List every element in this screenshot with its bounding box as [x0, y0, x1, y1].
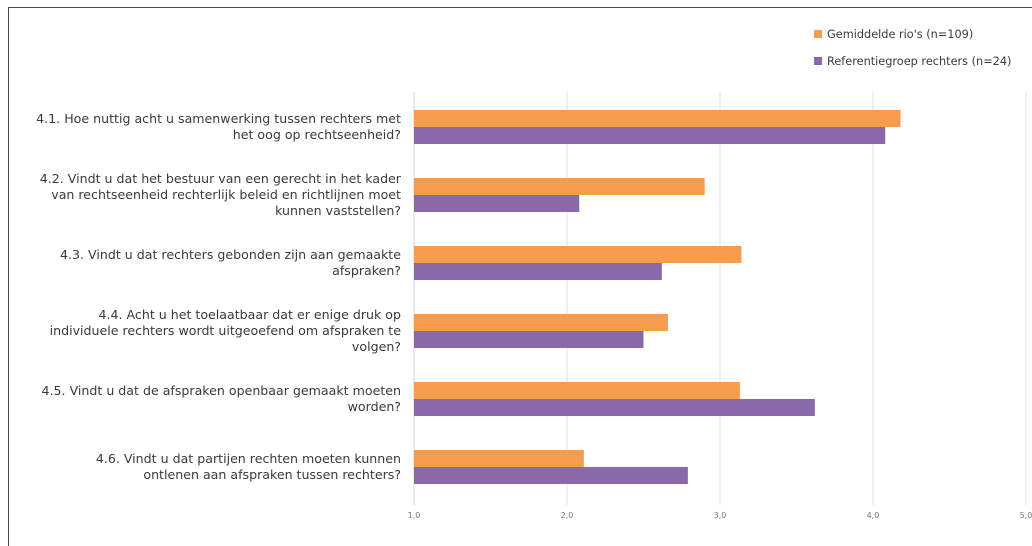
bar-referentiegroep: [414, 399, 815, 416]
category-label: 4.6. Vindt u dat partijen rechten moeten…: [96, 451, 401, 466]
legend-swatch: [814, 57, 822, 65]
category-label: individuele rechters wordt uitgeoefend o…: [50, 323, 402, 338]
x-tick-label: 2,0: [561, 511, 574, 520]
category-label: kunnen vaststellen?: [275, 203, 401, 218]
category-label: van rechtseenheid rechterlijk beleid en …: [51, 187, 401, 202]
bar-gemiddelde: [414, 178, 705, 195]
x-tick-label: 4,0: [867, 511, 880, 520]
category-label: worden?: [348, 399, 401, 414]
x-tick-label: 1,0: [408, 511, 421, 520]
legend-label: Gemiddelde rio's (n=109): [827, 28, 973, 41]
bar-gemiddelde: [414, 314, 668, 331]
legend-label: Referentiegroep rechters (n=24): [827, 55, 1011, 68]
category-label: 4.4. Acht u het toelaatbaar dat er enige…: [98, 307, 401, 322]
category-label: het oog op rechtseenheid?: [233, 127, 401, 142]
category-label: ontlenen aan afspraken tussen rechters?: [143, 467, 401, 482]
category-label: volgen?: [352, 339, 401, 354]
bar-gemiddelde: [414, 246, 742, 263]
chart-frame: [8, 7, 1032, 546]
category-label: 4.1. Hoe nuttig acht u samenwerking tuss…: [36, 111, 401, 126]
category-label: afspraken?: [332, 263, 401, 278]
bar-referentiegroep: [414, 127, 886, 144]
category-label: 4.5. Vindt u dat de afspraken openbaar g…: [42, 383, 401, 398]
category-labels: 4.1. Hoe nuttig acht u samenwerking tuss…: [36, 111, 402, 482]
bar-referentiegroep: [414, 331, 644, 348]
category-label: 4.2. Vindt u dat het bestuur van een ger…: [40, 171, 402, 186]
x-tick-label: 3,0: [714, 511, 727, 520]
bars: [414, 110, 901, 484]
legend-swatch: [814, 30, 822, 38]
bar-gemiddelde: [414, 450, 584, 467]
x-tick-label: 5,0: [1020, 511, 1032, 520]
x-tick-labels: 1,0 2,0 3,0 4,0 5,0: [408, 511, 1032, 520]
bar-referentiegroep: [414, 467, 688, 484]
bar-gemiddelde: [414, 110, 901, 127]
gridlines: [413, 92, 1027, 505]
category-label: 4.3. Vindt u dat rechters gebonden zijn …: [60, 247, 401, 262]
legend: Gemiddelde rio's (n=109) Referentiegroep …: [814, 28, 1011, 68]
bar-referentiegroep: [414, 263, 662, 280]
bar-referentiegroep: [414, 195, 580, 212]
bar-gemiddelde: [414, 382, 740, 399]
